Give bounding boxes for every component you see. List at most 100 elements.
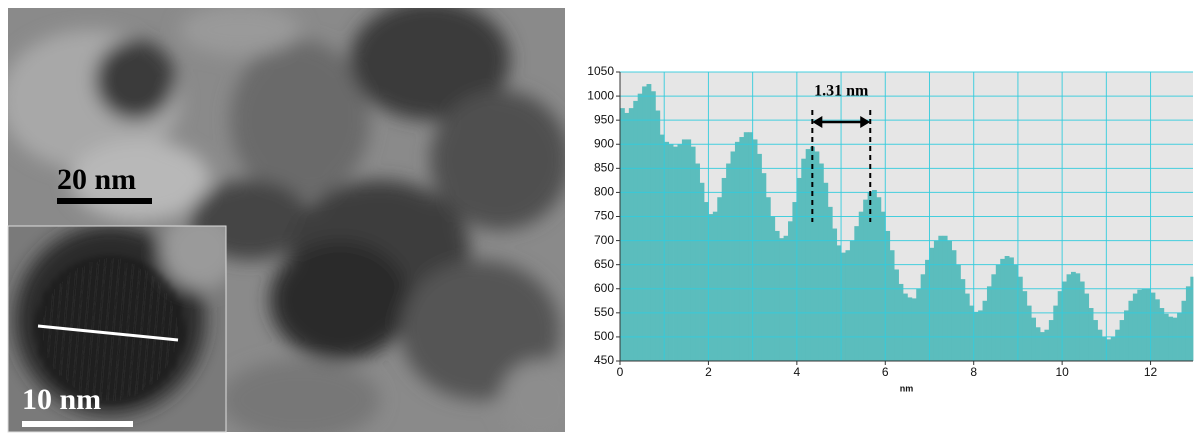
profile-bar	[1137, 290, 1142, 361]
profile-bar	[655, 111, 660, 361]
profile-bar	[1106, 339, 1111, 361]
profile-bar	[1036, 327, 1041, 361]
profile-bar	[735, 142, 740, 361]
x-tick-label: 2	[705, 365, 712, 379]
profile-bar	[1173, 318, 1178, 361]
profile-bar	[682, 139, 687, 361]
profile-bar	[854, 226, 859, 361]
profile-bar	[938, 236, 943, 361]
profile-bar	[1031, 318, 1036, 361]
profile-bar	[801, 159, 806, 361]
y-tick-label: 650	[594, 257, 614, 271]
profile-bar	[757, 154, 762, 361]
profile-bar	[841, 253, 846, 361]
y-tick-label: 450	[594, 353, 614, 367]
profile-bar	[815, 151, 820, 361]
y-tick-label: 850	[594, 161, 614, 175]
y-tick-label: 700	[594, 233, 614, 247]
profile-bar	[921, 274, 926, 361]
profile-bar	[1027, 306, 1032, 361]
x-tick-label: 6	[882, 365, 889, 379]
profile-bar	[633, 101, 638, 361]
profile-bar	[1062, 282, 1067, 361]
profile-bar	[1159, 308, 1164, 361]
profile-bar	[620, 108, 625, 361]
profile-bar	[638, 94, 643, 361]
y-tick-label: 500	[594, 329, 614, 343]
profile-bar	[819, 164, 824, 361]
y-tick-label: 750	[594, 209, 614, 223]
profile-bar	[885, 231, 890, 361]
profile-bar	[947, 241, 952, 361]
profile-bar	[1067, 274, 1072, 361]
profile-bar	[1009, 257, 1014, 361]
profile-bar	[1115, 330, 1120, 361]
profile-bar	[899, 284, 904, 361]
profile-bar	[912, 298, 917, 361]
profile-bar	[1182, 301, 1187, 361]
profile-bar	[788, 221, 793, 361]
profile-bar	[779, 238, 784, 361]
y-tick-label: 950	[594, 112, 614, 126]
profile-bar	[832, 229, 837, 361]
x-tick-label: 10	[1055, 365, 1069, 379]
profile-bar	[1142, 289, 1147, 361]
y-tick-label: 800	[594, 185, 614, 199]
profile-bar	[1075, 273, 1080, 361]
profile-bar	[1089, 308, 1094, 361]
profile-bar	[686, 139, 691, 361]
x-tick-label: 0	[617, 365, 624, 379]
profile-bar	[1044, 330, 1049, 361]
profile-bar	[1049, 320, 1054, 361]
profile-bar	[1111, 337, 1116, 361]
profile-bar	[647, 84, 652, 361]
annotation-label: 1.31 nm	[814, 83, 869, 100]
profile-bar	[731, 151, 736, 361]
profile-bar	[991, 274, 996, 361]
profile-bar	[1128, 301, 1133, 361]
profile-bar	[753, 139, 758, 361]
profile-bar	[934, 241, 939, 361]
profile-bar	[1155, 299, 1160, 361]
profile-bar	[1000, 259, 1005, 361]
scale-bar	[57, 198, 152, 204]
profile-bar	[1098, 330, 1103, 361]
profile-bar	[1084, 294, 1089, 361]
profile-bar	[629, 108, 634, 361]
profile-bar	[1151, 293, 1156, 361]
profile-bar	[673, 147, 678, 361]
x-tick-label: 8	[970, 365, 977, 379]
profile-bar	[894, 269, 899, 361]
scale-label: 10 nm	[22, 383, 101, 416]
profile-bar	[1168, 317, 1173, 361]
profile-bar	[1018, 277, 1023, 361]
profile-bar	[1186, 286, 1191, 361]
profile-bar	[978, 310, 983, 361]
profile-bar	[669, 144, 674, 361]
profile-bar	[784, 236, 789, 361]
profile-bar	[761, 173, 766, 361]
profile-bar	[1022, 291, 1027, 361]
profile-bar	[664, 142, 669, 361]
scale-label: 20 nm	[57, 163, 136, 196]
profile-bar	[952, 250, 957, 361]
profile-bar	[624, 113, 629, 361]
profile-bar	[1124, 310, 1129, 361]
x-tick-label: 4	[794, 365, 801, 379]
profile-bar	[775, 231, 780, 361]
profile-bar	[907, 297, 912, 361]
profile-bar	[868, 192, 873, 361]
profile-bar	[651, 91, 656, 361]
profile-bar	[677, 144, 682, 361]
x-tick-label: 12	[1144, 365, 1158, 379]
profile-bar	[1053, 306, 1058, 361]
profile-bar	[1005, 256, 1010, 361]
profile-bar	[744, 132, 749, 361]
profile-bar	[916, 289, 921, 361]
profile-bar	[850, 241, 855, 361]
figure: 20 nm 10 nm 4505005506006507007508008509…	[0, 0, 1194, 435]
profile-bar	[943, 236, 948, 361]
profile-bar	[695, 164, 700, 361]
profile-bar	[713, 212, 718, 361]
x-axis-label: nm	[900, 383, 914, 393]
